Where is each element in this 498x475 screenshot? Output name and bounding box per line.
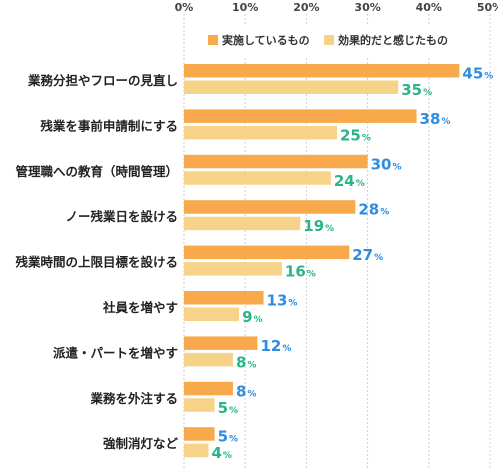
category-label: 業務を外注する	[89, 391, 178, 406]
data-label: 38%	[420, 110, 451, 128]
category-label: ノー残業日を設ける	[65, 209, 178, 224]
bar-effective	[184, 307, 240, 321]
bar-effective	[184, 398, 215, 412]
bar-implemented	[184, 109, 417, 123]
legend: 実施しているもの 効果的だと感じたもの	[196, 24, 476, 56]
data-label: 5%	[218, 399, 238, 417]
category-label: 社員を増やす	[102, 300, 178, 315]
tick-label-40: 40%	[416, 1, 442, 14]
data-label: 45%	[462, 65, 493, 83]
bar-effective	[184, 125, 337, 140]
bar-effective	[184, 216, 301, 231]
bar-effective	[184, 352, 233, 367]
bars	[184, 64, 460, 458]
tick-label-10: 10%	[232, 1, 258, 14]
data-label: 8%	[236, 382, 256, 400]
x-axis-ticks: 0% 10% 20% 30% 40% 50%	[175, 1, 498, 14]
tick-label-20: 20%	[293, 1, 319, 14]
bar-effective	[184, 80, 399, 94]
category-label: 残業時間の上限目標を設ける	[15, 255, 178, 270]
data-label: 28%	[358, 201, 389, 219]
legend-entry: 効果的だと感じたもの	[338, 33, 448, 47]
data-label: 13%	[267, 292, 298, 310]
legend-swatch	[208, 35, 218, 45]
data-label: 35%	[401, 81, 432, 99]
data-label: 12%	[260, 337, 291, 355]
legend-swatch	[324, 35, 334, 45]
data-label: 16%	[285, 263, 316, 281]
legend-entry: 実施しているもの	[222, 33, 310, 47]
category-label: 業務分担やフローの見直し	[27, 73, 178, 88]
bar-implemented	[184, 427, 215, 441]
legend-box	[196, 24, 476, 56]
bar-effective	[184, 443, 209, 458]
bar-effective	[184, 171, 331, 185]
bar-implemented	[184, 336, 258, 350]
data-label: 4%	[211, 444, 231, 462]
data-label: 8%	[236, 353, 256, 371]
data-label: 25%	[340, 126, 371, 144]
data-label: 5%	[218, 428, 238, 446]
data-label: 19%	[303, 217, 334, 235]
tick-label-0: 0%	[175, 1, 194, 14]
tick-label-50: 50%	[477, 1, 498, 14]
data-label: 9%	[242, 308, 262, 326]
bar-implemented	[184, 200, 356, 214]
bar-effective	[184, 262, 282, 276]
tick-label-30: 30%	[354, 1, 380, 14]
data-labels: 45%35%38%25%30%24%28%19%27%16%13%9%12%8%…	[211, 65, 493, 463]
bar-implemented	[184, 381, 233, 396]
category-label: 管理職への教育（時間管理）	[15, 164, 178, 179]
category-label: 派遣・パートを増やす	[53, 345, 178, 360]
category-label: 残業を事前申請制にする	[40, 118, 178, 133]
bar-implemented	[184, 291, 264, 305]
bar-implemented	[184, 154, 368, 169]
data-label: 30%	[371, 155, 402, 173]
bar-implemented	[184, 245, 350, 260]
data-label: 27%	[352, 246, 383, 264]
data-label: 24%	[334, 172, 365, 190]
category-label: 強制消灯など	[103, 436, 179, 451]
bar-implemented	[184, 64, 460, 78]
